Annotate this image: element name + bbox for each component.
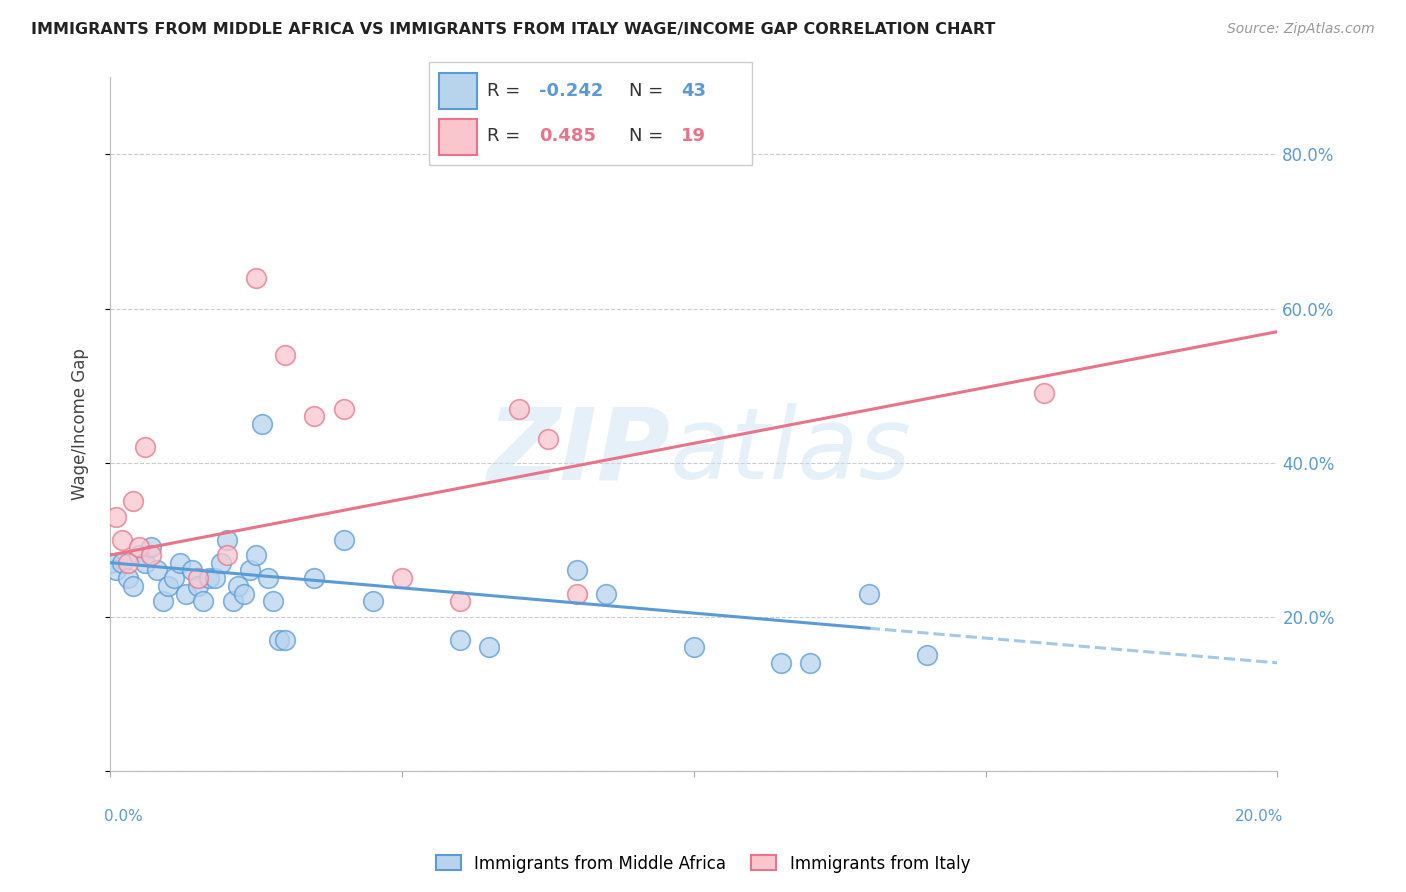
Text: ZIP: ZIP	[488, 403, 671, 500]
Point	[139, 548, 162, 562]
Point	[193, 594, 215, 608]
Point	[104, 563, 127, 577]
Point	[157, 579, 180, 593]
Point	[250, 417, 273, 431]
Point	[152, 594, 174, 608]
Point	[215, 533, 238, 547]
Point	[163, 571, 186, 585]
Point	[595, 586, 617, 600]
Text: -0.242: -0.242	[538, 82, 603, 100]
Point	[128, 548, 150, 562]
Point	[682, 640, 704, 655]
Point	[122, 494, 145, 508]
Text: 19: 19	[681, 128, 706, 145]
Text: IMMIGRANTS FROM MIDDLE AFRICA VS IMMIGRANTS FROM ITALY WAGE/INCOME GAP CORRELATI: IMMIGRANTS FROM MIDDLE AFRICA VS IMMIGRA…	[31, 22, 995, 37]
Point	[134, 440, 156, 454]
Point	[98, 556, 121, 570]
Point	[104, 509, 127, 524]
Text: Source: ZipAtlas.com: Source: ZipAtlas.com	[1227, 22, 1375, 37]
Point	[770, 656, 793, 670]
Point	[304, 571, 326, 585]
Point	[204, 571, 226, 585]
Point	[915, 648, 938, 662]
FancyBboxPatch shape	[429, 62, 752, 165]
Text: 43: 43	[681, 82, 706, 100]
Point	[209, 556, 232, 570]
Point	[245, 270, 267, 285]
Point	[117, 571, 139, 585]
Legend: Immigrants from Middle Africa, Immigrants from Italy: Immigrants from Middle Africa, Immigrant…	[429, 848, 977, 880]
Point	[169, 556, 191, 570]
Point	[858, 586, 880, 600]
Point	[128, 541, 150, 555]
Point	[332, 533, 354, 547]
Text: N =: N =	[630, 128, 669, 145]
Point	[304, 409, 326, 424]
FancyBboxPatch shape	[439, 119, 478, 155]
Point	[221, 594, 243, 608]
Point	[1032, 386, 1054, 401]
Text: R =: R =	[486, 82, 526, 100]
Point	[215, 548, 238, 562]
Point	[174, 586, 197, 600]
FancyBboxPatch shape	[439, 73, 478, 109]
Point	[117, 556, 139, 570]
Point	[145, 563, 167, 577]
Point	[245, 548, 267, 562]
Point	[269, 632, 291, 647]
Point	[233, 586, 256, 600]
Point	[274, 348, 297, 362]
Point	[187, 571, 209, 585]
Point	[449, 594, 471, 608]
Point	[332, 401, 354, 416]
Point	[187, 579, 209, 593]
Text: N =: N =	[630, 82, 669, 100]
Point	[180, 563, 202, 577]
Point	[478, 640, 501, 655]
Point	[449, 632, 471, 647]
Y-axis label: Wage/Income Gap: Wage/Income Gap	[72, 348, 89, 500]
Text: R =: R =	[486, 128, 526, 145]
Point	[565, 563, 588, 577]
Text: 0.0%: 0.0%	[104, 809, 143, 824]
Point	[274, 632, 297, 647]
Point	[361, 594, 384, 608]
Point	[198, 571, 221, 585]
Point	[228, 579, 250, 593]
Point	[122, 579, 145, 593]
Point	[111, 533, 134, 547]
Point	[139, 541, 162, 555]
Text: atlas: atlas	[671, 403, 912, 500]
Point	[134, 556, 156, 570]
Point	[263, 594, 285, 608]
Point	[256, 571, 278, 585]
Point	[391, 571, 413, 585]
Text: 0.485: 0.485	[538, 128, 596, 145]
Point	[239, 563, 262, 577]
Point	[565, 586, 588, 600]
Point	[537, 433, 560, 447]
Text: 20.0%: 20.0%	[1234, 809, 1284, 824]
Point	[799, 656, 821, 670]
Point	[508, 401, 530, 416]
Point	[111, 556, 134, 570]
